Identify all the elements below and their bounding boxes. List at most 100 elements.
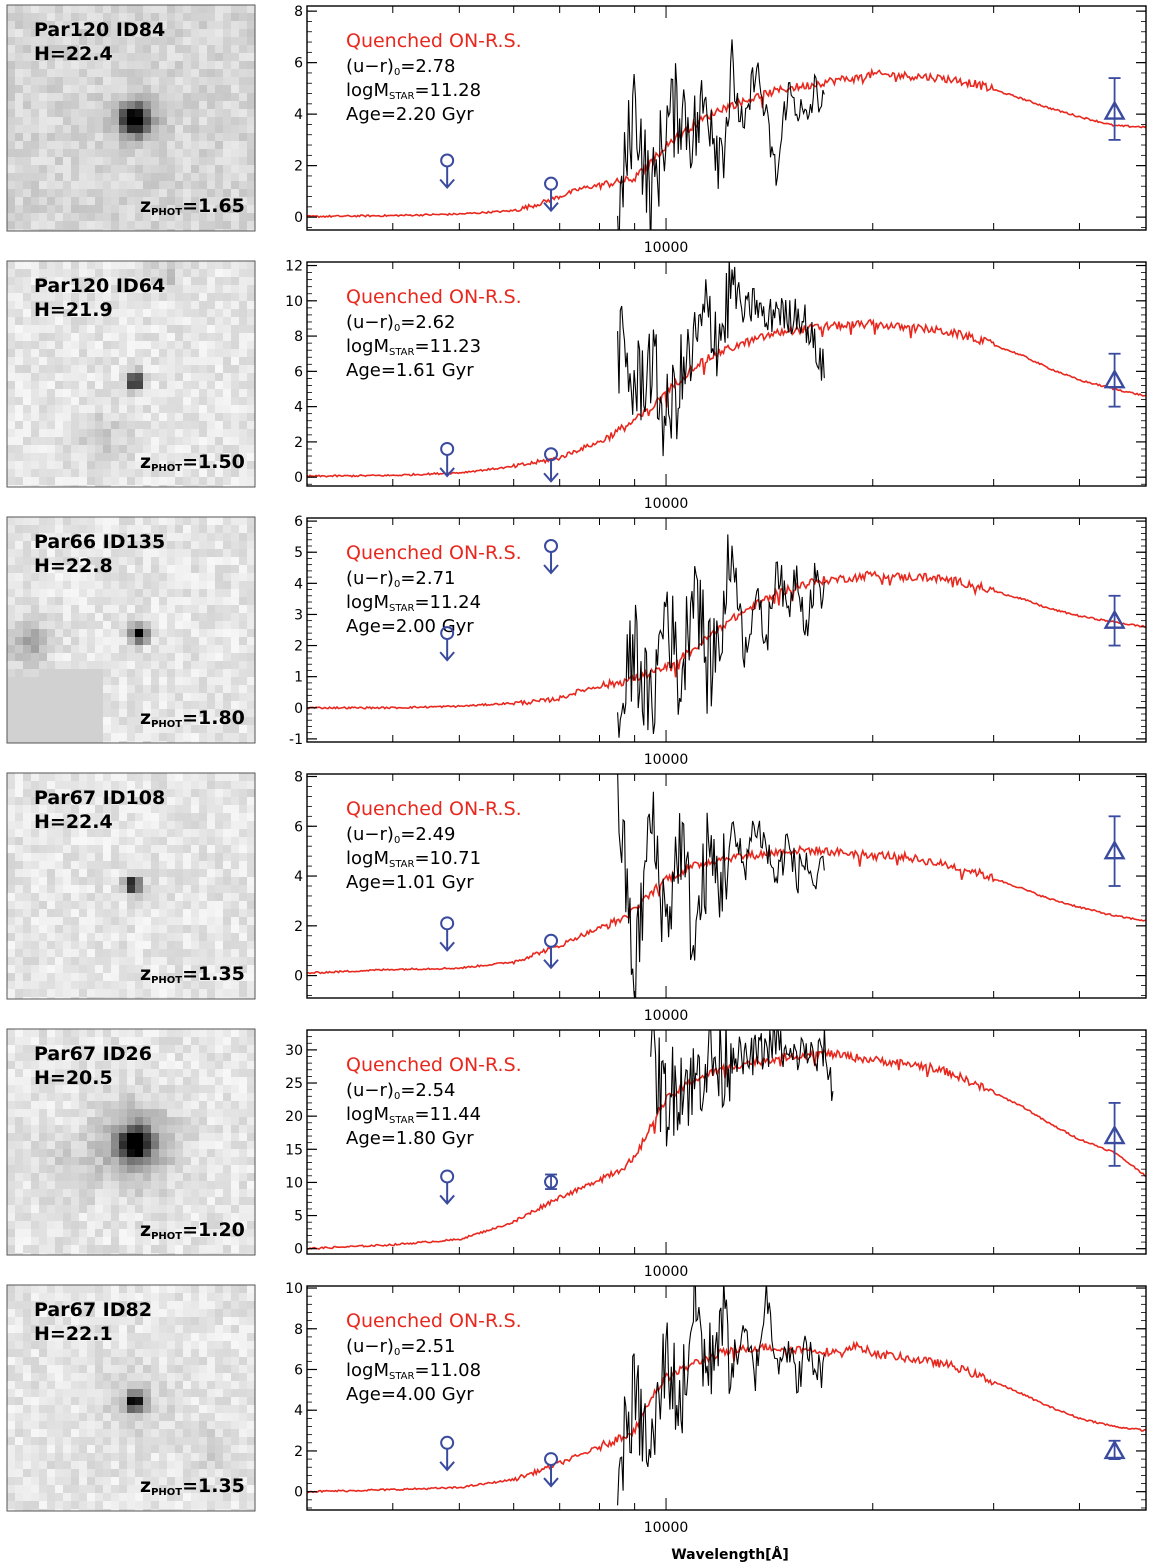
stamp-pixel — [79, 917, 87, 925]
stamp-pixel — [231, 693, 239, 701]
stamp-pixel — [183, 789, 191, 797]
stamp-pixel — [143, 685, 151, 693]
stamp-pixel — [7, 1125, 15, 1133]
stamp-pixel — [247, 1157, 255, 1165]
stamp-pixel — [207, 1141, 215, 1149]
stamp-pixel — [31, 901, 39, 909]
stamp-pixel — [87, 597, 95, 605]
stamp-pixel — [215, 1213, 223, 1221]
stamp-pixel — [23, 589, 31, 597]
stamp-pixel — [71, 5, 79, 13]
stamp-pixel — [159, 957, 167, 965]
y-tick-label: 0 — [294, 470, 303, 486]
stamp-pixel — [15, 173, 23, 181]
stamp-pixel — [159, 1045, 167, 1053]
stamp-pixel — [7, 1173, 15, 1181]
stamp-pixel — [95, 69, 103, 77]
stamp-pixel — [207, 309, 215, 317]
stamp-pixel — [103, 525, 111, 533]
stamp-pixel — [191, 861, 199, 869]
stamp-pixel — [151, 45, 159, 53]
stamp-pixel — [79, 213, 87, 221]
stamp-pixel — [127, 141, 135, 149]
stamp-pixel — [39, 469, 47, 477]
stamp-pixel — [103, 149, 111, 157]
stamp-pixel — [207, 125, 215, 133]
stamp-pixel — [247, 357, 255, 365]
stamp-pixel — [71, 101, 79, 109]
stamp-pixel — [159, 813, 167, 821]
stamp-pixel — [135, 725, 143, 733]
stamp-pixel — [143, 909, 151, 917]
stamp-h-prefix: H= — [34, 811, 66, 833]
stamp-pixel — [127, 549, 135, 557]
stamp-pixel — [223, 325, 231, 333]
stamp-pixel — [15, 341, 23, 349]
stamp-pixel — [63, 421, 71, 429]
stamp-pixel — [239, 261, 247, 269]
stamp-pixel — [87, 173, 95, 181]
stamp-pixel — [71, 1101, 79, 1109]
stamp-pixel — [247, 597, 255, 605]
grism-spectrum-line — [617, 534, 825, 738]
stamp-pixel — [207, 181, 215, 189]
stamp-pixel — [23, 773, 31, 781]
stamp-pixel — [87, 365, 95, 373]
stamp-pixel — [55, 893, 63, 901]
stamp-pixel — [223, 301, 231, 309]
stamp-pixel — [55, 381, 63, 389]
stamp-pixel — [223, 733, 231, 741]
stamp-pixel — [167, 637, 175, 645]
stamp-pixel — [119, 5, 127, 13]
stamp-pixel — [111, 693, 119, 701]
stamp-pixel — [247, 117, 255, 125]
stamp-pixel — [247, 421, 255, 429]
stamp-pixel — [71, 269, 79, 277]
stamp-pixel — [199, 909, 207, 917]
stamp-pixel — [223, 1125, 231, 1133]
stamp-pixel — [191, 1101, 199, 1109]
stamp-pixel — [175, 453, 183, 461]
stamp-pixel — [63, 701, 71, 709]
stamp-pixel — [183, 1101, 191, 1109]
stamp-pixel — [167, 717, 175, 725]
stamp-pixel — [183, 485, 191, 487]
stamp-pixel — [39, 645, 47, 653]
stamp-pixel — [167, 437, 175, 445]
stamp-pixel — [23, 709, 31, 717]
stamp-pixel — [127, 773, 135, 781]
stamp-pixel — [39, 573, 47, 581]
stamp-pixel — [47, 117, 55, 125]
stamp-pixel — [119, 645, 127, 653]
stamp-pixel — [175, 1061, 183, 1069]
stamp-pixel — [95, 277, 103, 285]
color-ur0: (u−r)0=2.62 — [346, 312, 455, 334]
stamp-pixel — [199, 565, 207, 573]
stamp-pixel — [151, 1157, 159, 1165]
stamp-pixel — [175, 709, 183, 717]
stamp-pixel — [215, 445, 223, 453]
stamp-pixel — [183, 1053, 191, 1061]
stamp-pixel — [231, 1085, 239, 1093]
stamp-pixel — [119, 213, 127, 221]
stamp-pixel — [39, 149, 47, 157]
stamp-pixel — [7, 717, 15, 725]
stamp-pixel — [15, 989, 23, 997]
stamp-pixel — [87, 621, 95, 629]
upper-limit-arrowhead — [543, 201, 559, 213]
y-tick-label: 12 — [285, 259, 303, 275]
stamp-pixel — [103, 541, 111, 549]
stamp-pixel — [167, 781, 175, 789]
stamp-pixel — [247, 797, 255, 805]
model-spectrum-line — [307, 844, 1146, 975]
stamp-pixel — [199, 925, 207, 933]
stamp-pixel — [135, 925, 143, 933]
stamp-pixel — [31, 445, 39, 453]
stamp-pixel — [151, 125, 159, 133]
stamp-pixel — [159, 109, 167, 117]
stamp-pixel — [151, 229, 159, 231]
stamp-pixel — [103, 581, 111, 589]
stamp-pixel — [31, 1061, 39, 1069]
stamp-pixel — [183, 5, 191, 13]
stamp-pixel — [135, 869, 143, 877]
